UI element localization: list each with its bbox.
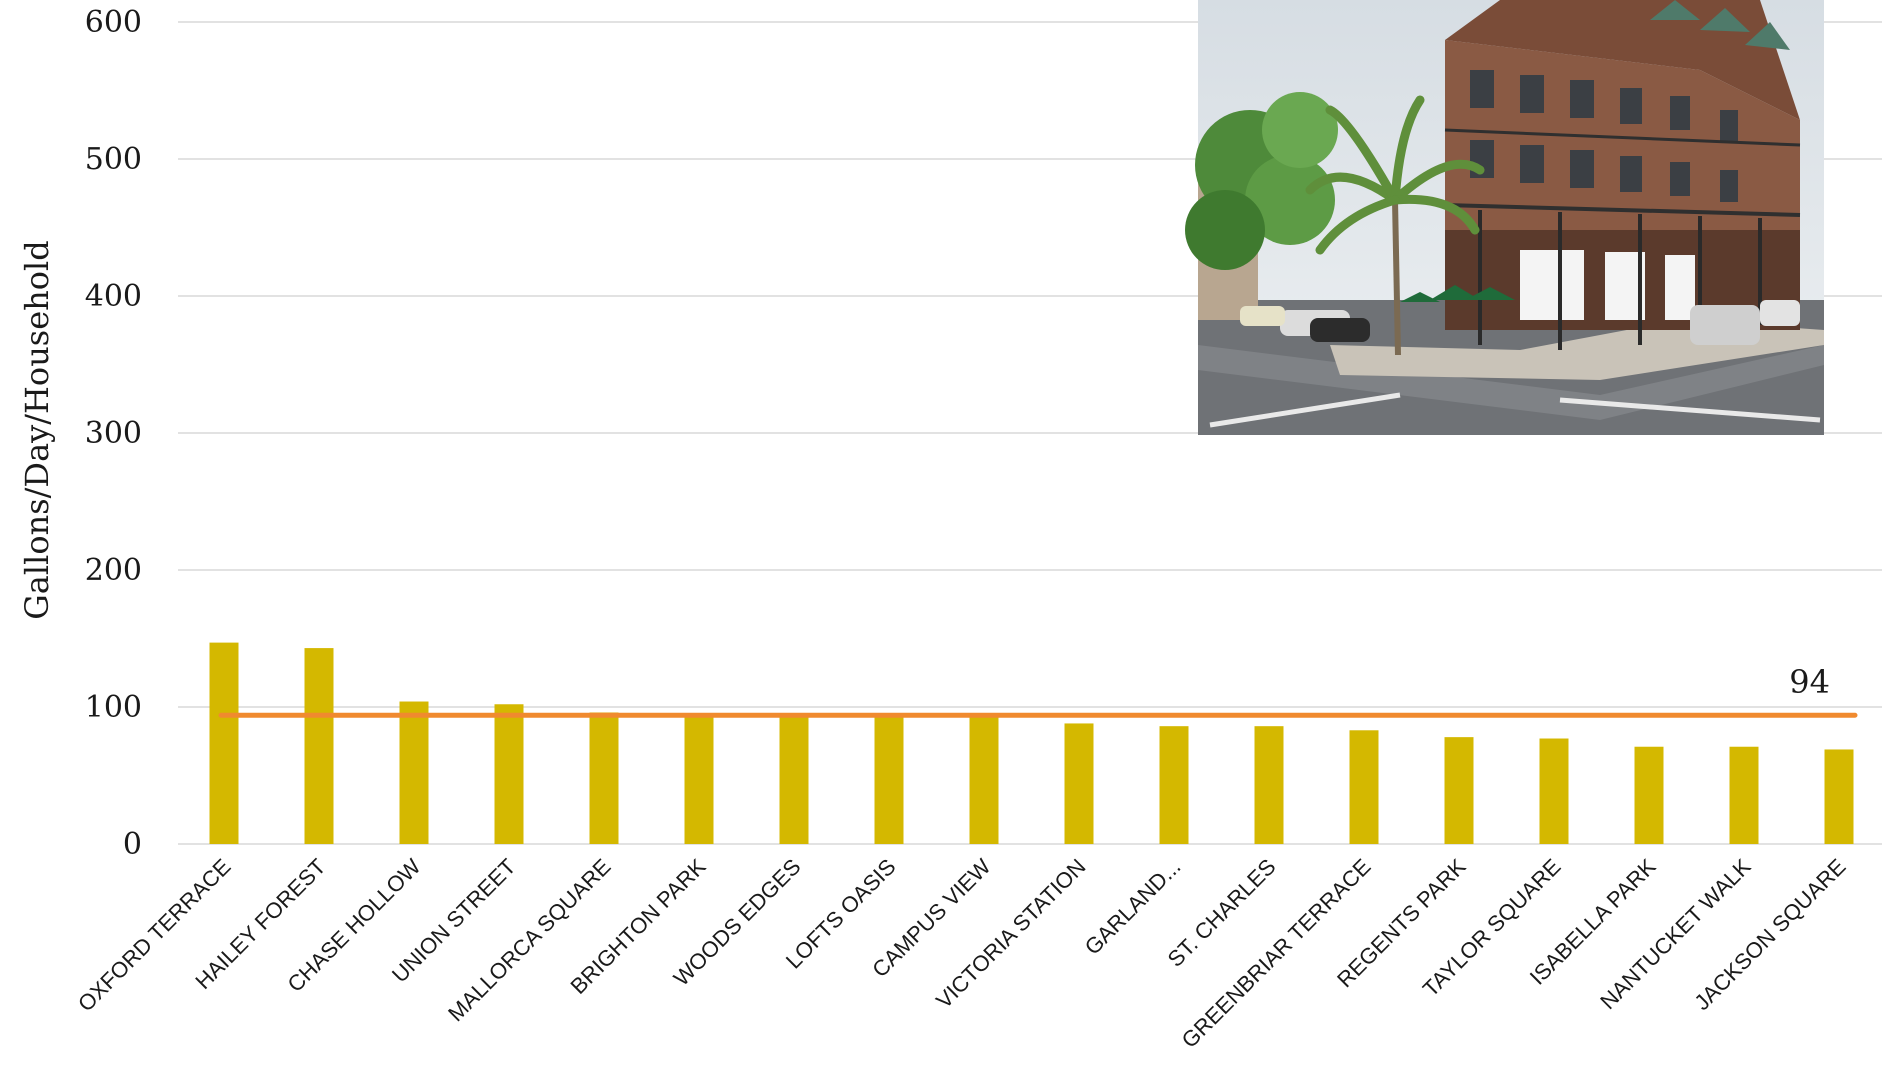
y-tick-label: 100 xyxy=(85,690,142,725)
bar xyxy=(304,648,334,844)
bar xyxy=(1444,737,1474,844)
bar xyxy=(589,712,619,844)
gridlines xyxy=(178,21,1882,845)
bar xyxy=(684,715,714,844)
bar xyxy=(779,715,809,844)
bar xyxy=(209,642,239,844)
bar xyxy=(874,715,904,844)
bars xyxy=(209,642,1854,844)
bar xyxy=(1539,738,1569,844)
bar xyxy=(1254,726,1284,844)
y-axis-ticks: 0 100 200 300 400 500 600 xyxy=(85,5,142,862)
y-tick-label: 200 xyxy=(85,553,142,588)
x-category-label: GARLAND... xyxy=(1080,854,1186,960)
bar xyxy=(494,704,524,844)
bar xyxy=(1634,746,1664,844)
bar xyxy=(1349,730,1379,844)
x-category-label: OXFORD TERRACE xyxy=(73,854,236,1017)
y-tick-label: 300 xyxy=(85,416,142,451)
reference-line-label: 94 xyxy=(1789,663,1830,701)
bar xyxy=(1064,723,1094,844)
bar xyxy=(1824,749,1854,844)
bar xyxy=(399,701,429,844)
street-corner-building-photo xyxy=(1185,0,1824,435)
y-tick-label: 0 xyxy=(123,827,142,862)
y-tick-label: 500 xyxy=(85,142,142,177)
bar xyxy=(1159,726,1189,844)
y-tick-label: 600 xyxy=(85,5,142,40)
x-category-label: GREENBRIAR TERRACE xyxy=(1177,854,1376,1053)
y-axis-title: Gallons/Day/Household xyxy=(18,240,56,620)
reference-line-group: 94 xyxy=(218,663,1858,718)
bar xyxy=(969,715,999,844)
y-tick-label: 400 xyxy=(85,279,142,314)
x-category-label: MALLORCA SQUARE xyxy=(443,854,615,1026)
bar xyxy=(1729,746,1759,844)
